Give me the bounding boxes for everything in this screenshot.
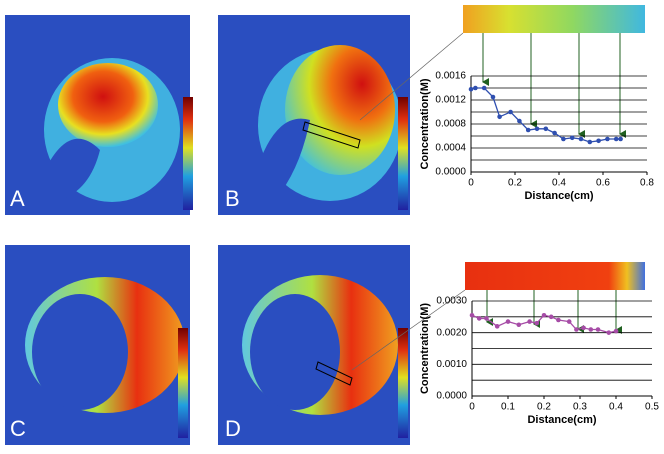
data-point — [588, 327, 594, 332]
data-point — [541, 312, 547, 318]
panel-label: D — [225, 416, 241, 441]
x-tick-label: 0 — [469, 402, 475, 413]
data-point — [525, 127, 531, 133]
x-axis-label: Distance(cm) — [527, 414, 596, 426]
y-tick-label: 0.0012 — [435, 95, 466, 106]
y-tick-label: 0.0000 — [435, 167, 466, 178]
x-tick-label: 0.5 — [645, 402, 659, 413]
panel-label: A — [10, 186, 25, 211]
x-tick-label: 0.8 — [640, 178, 654, 189]
data-point — [574, 327, 579, 332]
y-tick-label: 0.0000 — [436, 391, 467, 402]
hot-region — [58, 63, 158, 147]
hole — [255, 118, 310, 200]
roi-box — [302, 121, 361, 149]
y-axis-label: Concentration(M) — [419, 78, 431, 169]
colorbar — [178, 328, 188, 438]
colorbar — [183, 97, 193, 210]
data-point — [494, 324, 500, 329]
data-point — [534, 320, 540, 326]
x-tick-label: 0.4 — [609, 402, 623, 413]
data-point — [517, 118, 522, 124]
x-tick-label: 0.2 — [537, 402, 551, 413]
data-point — [469, 312, 475, 318]
data-point — [505, 319, 511, 324]
profile-strip — [463, 5, 645, 33]
panel-label: B — [225, 186, 240, 211]
data-point — [561, 136, 566, 142]
data-point — [595, 327, 601, 332]
y-tick-label: 0.0020 — [436, 327, 467, 338]
data-point — [552, 130, 557, 136]
data-point — [497, 114, 502, 120]
zoom-line — [351, 289, 466, 371]
x-tick-label: 0.4 — [552, 178, 566, 189]
y-tick-label: 0.0016 — [435, 71, 466, 82]
data-point — [516, 322, 522, 328]
data-point — [548, 314, 554, 320]
profile-strip — [465, 262, 645, 290]
hole — [32, 294, 128, 410]
data-point — [569, 135, 575, 141]
x-tick-label: 0.6 — [596, 178, 610, 189]
panel-label: C — [10, 416, 26, 441]
x-tick-label: 0.3 — [573, 402, 587, 413]
data-point — [543, 126, 549, 132]
series-line — [471, 314, 617, 334]
data-point — [484, 316, 489, 321]
data-point — [473, 85, 478, 91]
y-tick-label: 0.0030 — [436, 296, 467, 307]
data-point — [613, 136, 619, 142]
data-point — [613, 328, 619, 334]
y-tick-label: 0.0004 — [435, 143, 466, 154]
x-tick-label: 0 — [468, 178, 474, 189]
hole — [45, 138, 100, 200]
x-tick-label: 0.2 — [508, 178, 522, 189]
x-axis-label: Distance(cm) — [524, 190, 593, 202]
data-point — [596, 138, 601, 144]
data-point — [587, 139, 593, 145]
colorbar — [398, 97, 408, 210]
data-point — [534, 126, 540, 132]
x-tick-label: 0.1 — [501, 402, 515, 413]
hole — [250, 294, 340, 410]
data-point — [578, 136, 584, 142]
data-point — [606, 330, 612, 335]
zoom-line — [359, 32, 464, 121]
data-point — [556, 317, 561, 323]
data-point — [468, 86, 474, 92]
data-point — [581, 325, 586, 331]
panel-images — [5, 5, 645, 445]
y-axis-label: Concentration(M) — [419, 303, 431, 394]
data-point — [508, 109, 513, 115]
data-point — [566, 319, 572, 324]
data-point — [527, 319, 532, 324]
data-point — [605, 136, 610, 142]
data-point — [481, 85, 487, 91]
y-tick-label: 0.0010 — [436, 359, 467, 370]
arrows — [482, 33, 626, 334]
hot-region — [285, 45, 395, 175]
roi-box — [315, 361, 353, 386]
y-tick-label: 0.0008 — [435, 119, 466, 130]
data-point — [490, 94, 496, 100]
colorbar — [398, 328, 408, 438]
data-point — [618, 136, 623, 142]
data-point — [476, 316, 482, 321]
